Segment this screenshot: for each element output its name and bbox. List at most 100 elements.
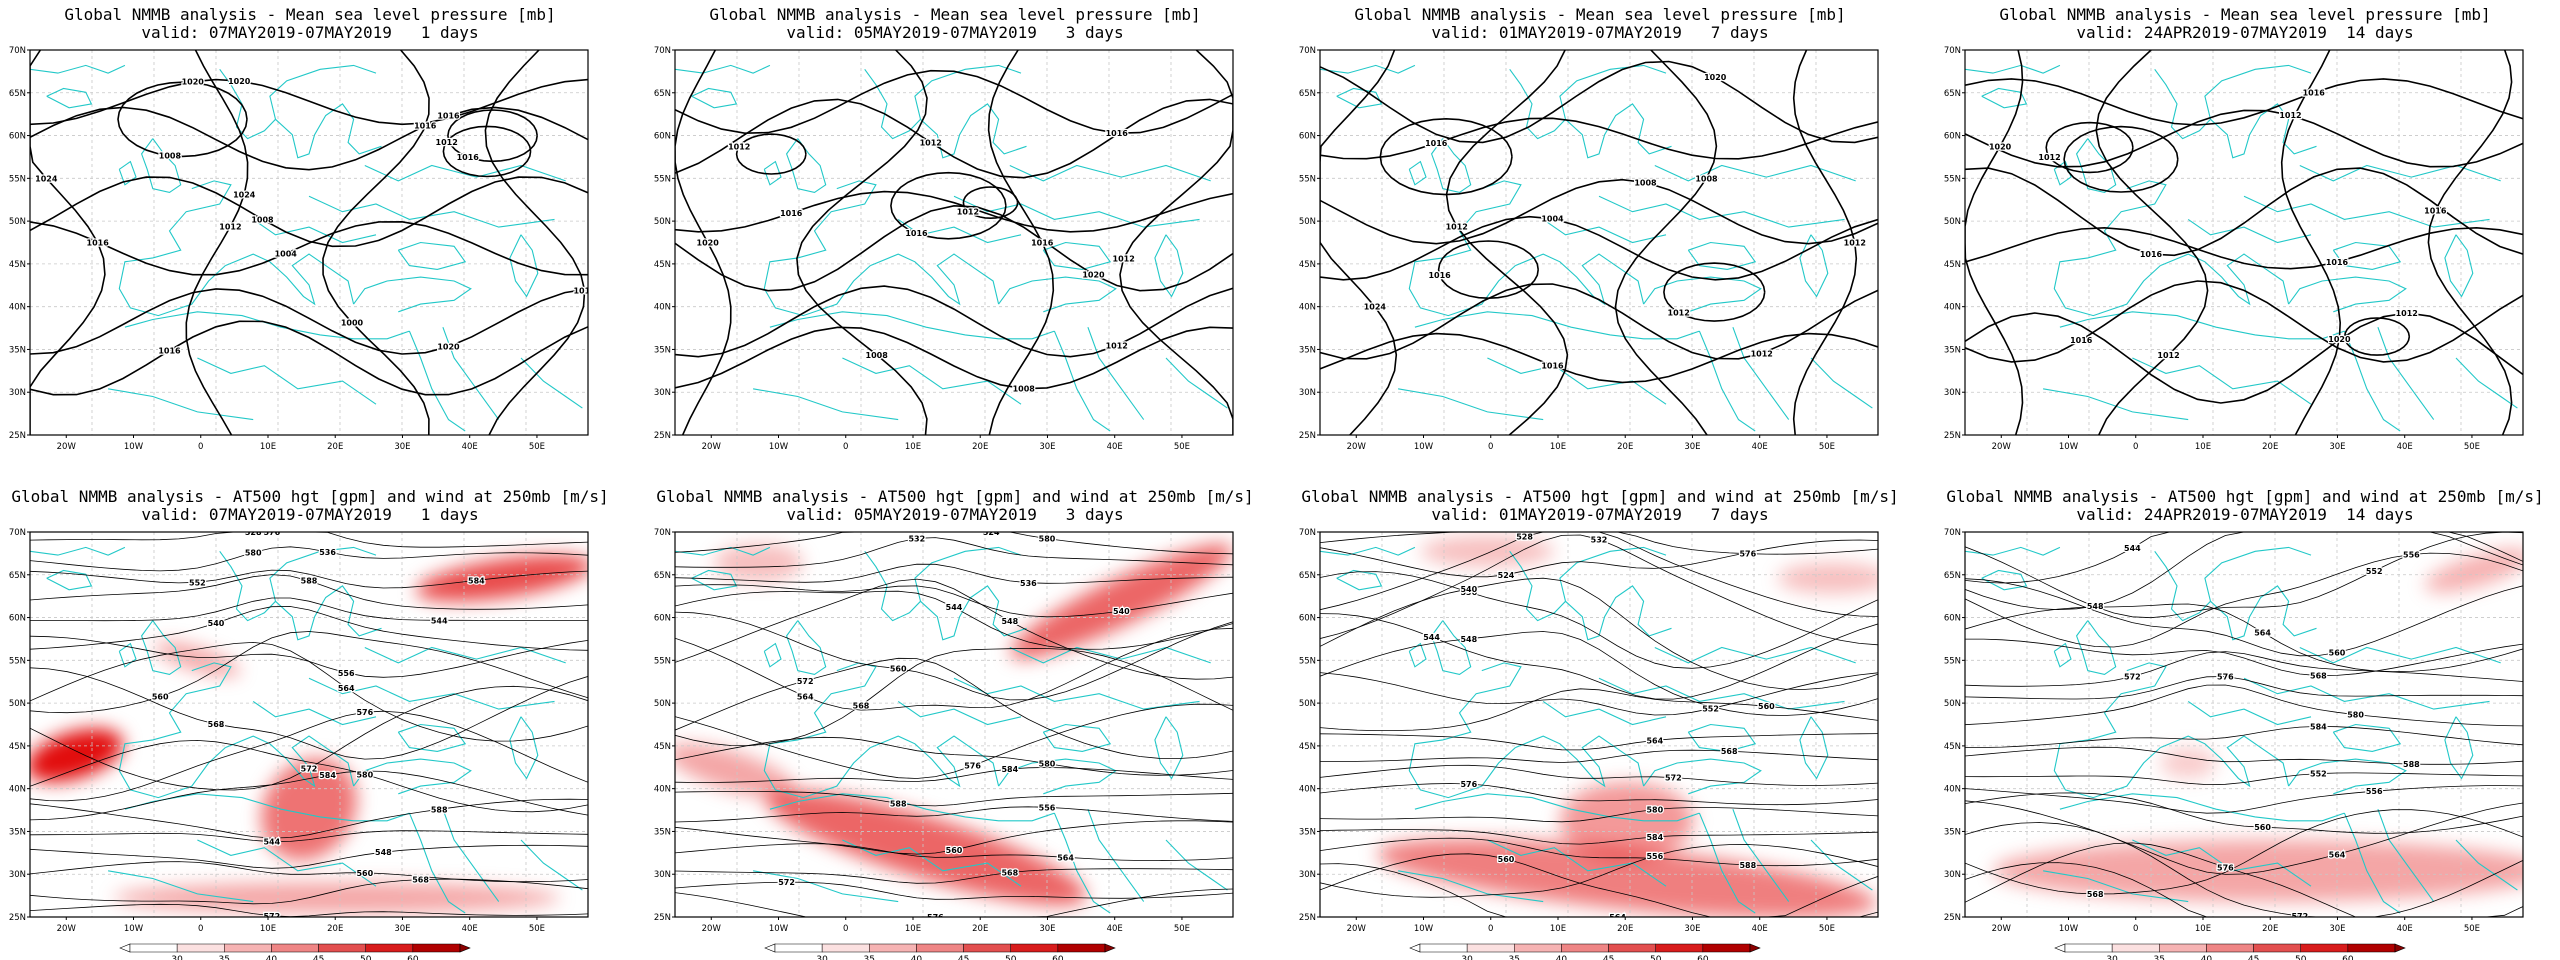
map-panel-4: Global NMMB analysis - Mean sea level pr… [1935, 0, 2555, 478]
colorbar-tick-label: 35 [864, 955, 875, 960]
coastlines [1965, 546, 2518, 914]
panel-valid-period: valid: 01MAY2019-07MAY2019 7 days [1431, 23, 1769, 42]
contour-label: 1024 [233, 190, 256, 199]
panel-valid-period: valid: 07MAY2019-07MAY2019 1 days [141, 505, 479, 524]
coastlines [30, 64, 583, 432]
lat-tick-label: 30N [1299, 870, 1316, 880]
contour-label: 576 [964, 762, 981, 771]
lat-tick-label: 35N [1944, 827, 1961, 837]
contour-label: 540 [1460, 585, 1477, 594]
contour-label: 560 [356, 869, 373, 878]
height-contours [675, 532, 1233, 917]
contour-label: 536 [1020, 579, 1037, 588]
contour-label: 580 [356, 770, 373, 779]
colorbar-tick-label: 45 [2248, 955, 2259, 960]
lat-tick-label: 45N [1299, 260, 1316, 270]
contour-label: 1020 [1082, 271, 1105, 280]
jet-wind-shading [113, 882, 561, 914]
contour-label: 576 [1460, 780, 1477, 789]
jet-wind-shading [415, 554, 588, 602]
lon-tick-label: 20E [1617, 442, 1633, 452]
lon-tick-label: 0 [1488, 442, 1493, 452]
colorbar-tick-label: 60 [407, 955, 419, 960]
contour-label: 1012 [2396, 309, 2418, 318]
colorbar-tick-label: 50 [1650, 955, 1662, 960]
contour-label: 588 [431, 805, 448, 814]
map-panel-7: Global NMMB analysis - AT500 hgt [gpm] a… [1290, 482, 1910, 960]
contour-label: 1016 [2303, 89, 2326, 98]
lon-tick-label: 30E [394, 442, 410, 452]
contour-label: 1016 [414, 122, 437, 131]
contour-label: 1020 [228, 77, 251, 86]
contour-label: 1000 [341, 319, 364, 328]
lat-tick-label: 55N [1299, 656, 1316, 666]
contour-label: 1016 [1031, 239, 1054, 248]
contour-label: 1012 [2038, 153, 2060, 162]
contour-label: 1016 [2070, 336, 2093, 345]
lat-tick-label: 60N [654, 132, 671, 142]
lon-tick-label: 10W [769, 924, 789, 934]
lon-tick-label: 10E [905, 442, 921, 452]
lat-tick-label: 55N [654, 174, 671, 184]
contour-label: 1004 [275, 250, 298, 259]
contour-label: 1012 [219, 222, 241, 231]
lon-tick-label: 0 [198, 924, 203, 934]
lon-tick-label: 10E [905, 924, 921, 934]
contour-label: 1008 [1695, 174, 1718, 183]
contour-label: 536 [1460, 588, 1477, 597]
contour-label: 1020 [182, 78, 205, 87]
lon-tick-label: 30E [2329, 442, 2345, 452]
contour-label: 1016 [2424, 206, 2447, 215]
contour-label: 532 [1591, 535, 1608, 544]
lon-tick-label: 10W [1414, 442, 1434, 452]
lat-tick-label: 30N [9, 870, 26, 880]
lat-tick-label: 35N [9, 827, 26, 837]
lat-tick-label: 40N [654, 303, 671, 313]
lat-tick-label: 40N [1299, 303, 1316, 313]
contour-label: 1012 [728, 142, 750, 151]
colorbar-tick-label: 40 [2201, 955, 2213, 960]
panel-valid-period: valid: 05MAY2019-07MAY2019 3 days [786, 505, 1124, 524]
lat-tick-label: 50N [9, 699, 26, 709]
lat-tick-label: 55N [1944, 656, 1961, 666]
lat-tick-label: 40N [1944, 785, 1961, 795]
lon-tick-label: 50E [1174, 924, 1190, 934]
lat-tick-label: 60N [1299, 614, 1316, 624]
map-panel-6: Global NMMB analysis - AT500 hgt [gpm] a… [645, 482, 1265, 960]
contour-label: 576 [356, 708, 373, 717]
lat-tick-label: 40N [654, 785, 671, 795]
jet-wind-shading [714, 543, 804, 583]
colorbar-tick-label: 30 [816, 955, 828, 960]
lat-tick-label: 50N [9, 217, 26, 227]
contour-label: 1012 [1668, 309, 1690, 318]
panel-valid-period: valid: 05MAY2019-07MAY2019 3 days [786, 23, 1124, 42]
lat-tick-label: 65N [1944, 571, 1961, 581]
lat-tick-label: 25N [1299, 913, 1316, 923]
jet-wind-shading [1420, 535, 1555, 567]
contour-label: 560 [890, 665, 907, 674]
lat-tick-label: 50N [654, 699, 671, 709]
contour-label: 544 [431, 616, 448, 625]
lon-tick-label: 20E [1617, 924, 1633, 934]
lat-tick-label: 70N [9, 528, 26, 538]
map-panel-8: Global NMMB analysis - AT500 hgt [gpm] a… [1935, 482, 2555, 960]
map-panel-5: Global NMMB analysis - AT500 hgt [gpm] a… [0, 482, 620, 960]
colorbar-tick-label: 40 [1556, 955, 1568, 960]
contour-label: 1012 [1844, 239, 1866, 248]
jet-wind-shading [261, 758, 357, 861]
panel-title: Global NMMB analysis - Mean sea level pr… [709, 5, 1201, 24]
lon-tick-label: 30E [2329, 924, 2345, 934]
contour-label: 580 [2347, 711, 2364, 720]
contour-label: 584 [319, 771, 336, 780]
colorbar-tick-label: 50 [1005, 955, 1017, 960]
jet-wind-shading [1010, 543, 1233, 659]
contour-label: 576 [1739, 550, 1756, 559]
map-plot: 524 532 536 540 544 548 560 564 568 572 576 580 584 5… [654, 528, 1234, 960]
coastlines [675, 546, 1228, 914]
height-contours [1965, 532, 2523, 917]
jet-wind-shading [1777, 562, 1878, 594]
contour-label: 568 [1721, 747, 1738, 756]
colorbar-tick-label: 60 [2342, 955, 2354, 960]
colorbar-tick-label: 60 [1697, 955, 1709, 960]
